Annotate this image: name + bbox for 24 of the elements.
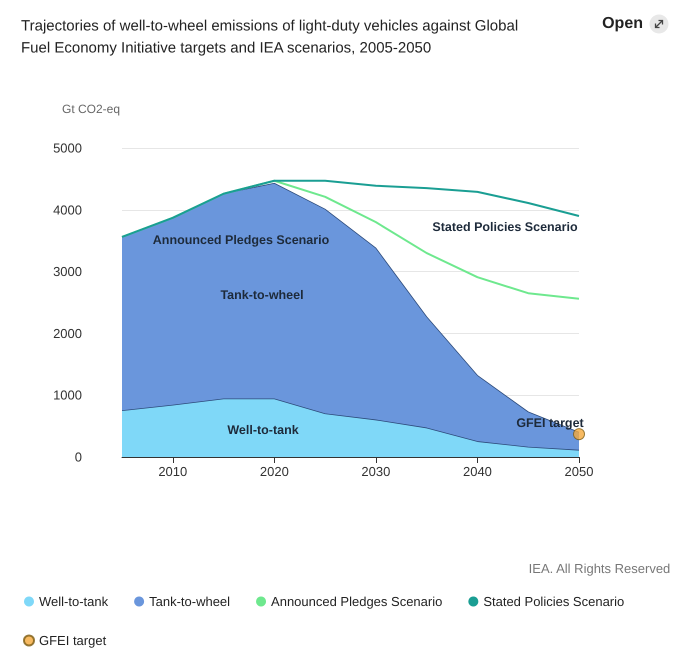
annotation: Announced Pledges Scenario: [152, 233, 330, 247]
chart-title: Trajectories of well-to-wheel emissions of light-duty vehicles against Global Fuel Economy Initiative targets and IEA scenarios, 2005-2050: [21, 18, 522, 56]
x-tick-label: 2030: [361, 464, 390, 479]
y-tick-label: 4000: [53, 202, 82, 218]
legend-label: Tank-to-wheel: [149, 594, 230, 609]
legend-label: Announced Pledges Scenario: [271, 594, 442, 609]
y-tick-label: 2000: [53, 326, 82, 341]
annotation: Stated Policies Scenario: [432, 220, 578, 234]
x-tick-label: 2020: [260, 464, 289, 479]
legend-label: GFEI target: [39, 633, 107, 648]
x-tick-label: 2050: [564, 464, 594, 479]
text: Open: [602, 15, 643, 33]
annotation: Tank-to-wheel: [220, 288, 304, 302]
legend-label: Stated Policies Scenario: [483, 594, 624, 609]
x-tick-label: 2010: [158, 464, 188, 479]
y-tick-label: 1000: [53, 388, 82, 403]
x-tick-label: 2040: [462, 464, 492, 479]
y-tick-label: 3000: [53, 264, 82, 280]
y-tick-label: 0: [74, 450, 82, 464]
y-axis-title: Gt CO2-eq: [62, 102, 120, 116]
y-tick-label: 5000: [53, 140, 82, 156]
annotation: Well-to-tank: [227, 423, 299, 437]
legend-label: Well-to-tank: [39, 594, 109, 609]
text: IEA. All Rights Reserved: [528, 561, 670, 576]
